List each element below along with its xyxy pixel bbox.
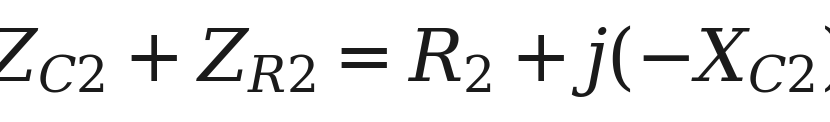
Text: $Z_{C2} + Z_{R2} = R_2 + j(-X_{C2})$: $Z_{C2} + Z_{R2} = R_2 + j(-X_{C2})$ <box>0 23 830 99</box>
